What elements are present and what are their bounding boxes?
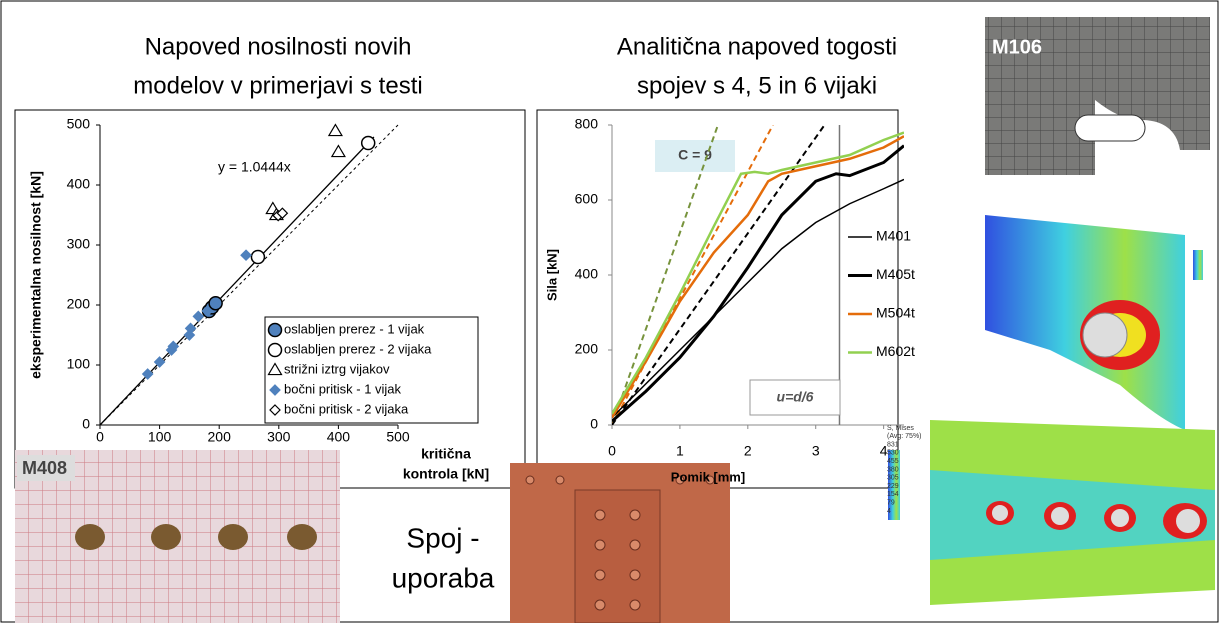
x-tick-label: 0 — [608, 443, 616, 459]
photo-bridge — [510, 463, 730, 623]
fe-legend-text: (Avg: 75%) — [887, 433, 922, 440]
chart-title: modelov v primerjavi s testi — [133, 72, 422, 99]
x-tick-label: 1 — [676, 443, 684, 459]
photo-m408: M408 — [15, 450, 340, 623]
fe-legend-text: 229 — [887, 483, 899, 490]
y-tick-label: 200 — [575, 341, 599, 357]
fe-legend-text: S, Mises — [887, 425, 914, 432]
photo-hole — [1075, 115, 1145, 141]
fe-legend-text: 154 — [887, 491, 899, 498]
x-tick-label: 100 — [148, 429, 172, 445]
legend-label: oslabljen prerez - 2 vijaka — [284, 341, 432, 356]
caption: Spoj - — [406, 522, 479, 553]
slide: M106 M408 Spoj - upor — [0, 0, 1219, 623]
y-tick-label: 100 — [67, 356, 91, 372]
marker — [251, 251, 264, 264]
marker — [209, 297, 222, 310]
x-tick-label: 300 — [267, 429, 291, 445]
caption: uporaba — [392, 562, 495, 593]
fe-legend-text: 455 — [887, 458, 899, 465]
x-tick-label: 500 — [386, 429, 410, 445]
chart-title: spojev s 4, 5 in 6 vijaki — [637, 72, 877, 99]
y-axis-label: Sila [kN] — [544, 249, 559, 301]
y-tick-label: 200 — [67, 296, 91, 312]
x-tick-label: 4 — [880, 443, 888, 459]
fe-legend-text: 831 — [887, 441, 899, 448]
fe-legend-bar — [1193, 250, 1203, 280]
x-tick-label: 400 — [327, 429, 351, 445]
legend-label: M401 — [876, 228, 911, 244]
fit-label: y = 1.0444x — [218, 159, 291, 175]
legend-label: M405t — [876, 266, 915, 282]
splice-plate — [575, 490, 660, 623]
y-tick-label: 0 — [82, 416, 90, 432]
y-tick-label: 300 — [67, 236, 91, 252]
photo-label: M106 — [992, 36, 1042, 58]
chart-title: Analitična napoved togosti — [617, 33, 897, 60]
y-tick-label: 500 — [67, 116, 91, 132]
legend-marker — [269, 344, 282, 357]
y-tick-label: 600 — [575, 191, 599, 207]
marker — [362, 137, 375, 150]
fe-legend-text: 380 — [887, 466, 899, 473]
y-tick-label: 400 — [67, 176, 91, 192]
y-tick-label: 0 — [590, 416, 598, 432]
legend-label: M602t — [876, 343, 915, 359]
legend-label: M504t — [876, 305, 915, 321]
legend-label: oslabljen prerez - 1 vijak — [284, 321, 425, 336]
photo-label: M408 — [22, 458, 67, 478]
fe-bolt — [1083, 313, 1127, 357]
y-tick-label: 800 — [575, 116, 599, 132]
legend-label: bočni pritisk - 2 vijaka — [284, 401, 409, 416]
chart-title: Napoved nosilnosti novih — [145, 33, 412, 60]
annotation: C = 9 — [678, 147, 712, 163]
x-axis-label: kritična — [421, 446, 471, 462]
x-tick-label: 2 — [744, 443, 752, 459]
legend-label: strižni iztrg vijakov — [284, 361, 390, 376]
fe-legend-text: 530 — [887, 450, 899, 457]
x-tick-label: 3 — [812, 443, 820, 459]
vline-label: u=d/6 — [777, 389, 814, 405]
x-tick-label: 200 — [208, 429, 232, 445]
fe-legend-text: 79 — [887, 500, 895, 507]
x-tick-label: 0 — [96, 429, 104, 445]
y-axis-label: eksperimentalna nosilnost [kN] — [28, 171, 44, 379]
legend-marker — [269, 324, 282, 337]
fe-legend-text: 305 — [887, 475, 899, 482]
x-axis-label: Pomik [mm] — [671, 469, 745, 484]
x-axis-label: kontrola [kN] — [403, 466, 489, 482]
photo-m106: M106 — [985, 17, 1210, 175]
legend-label: bočni pritisk - 1 vijak — [284, 381, 402, 396]
fe-legend-text: 4 — [887, 508, 891, 515]
y-tick-label: 400 — [575, 266, 599, 282]
fe-bottom — [888, 420, 1215, 605]
